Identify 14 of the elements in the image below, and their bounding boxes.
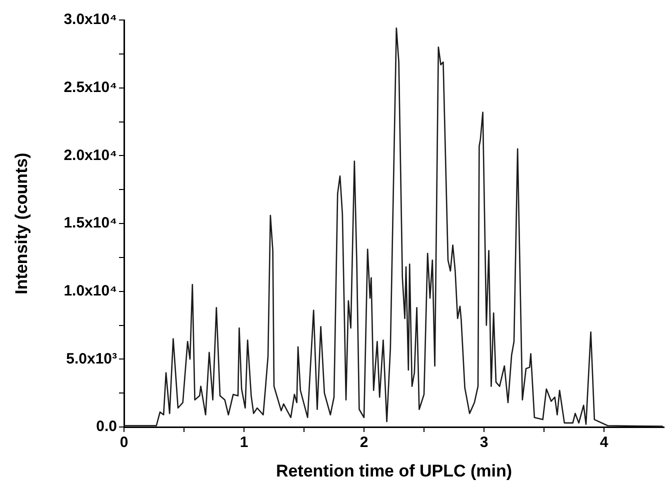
y-tick-label: 2.0x10⁴ xyxy=(64,146,117,164)
x-tick-label: 1 xyxy=(240,434,248,452)
y-tick-label: 1.5x10⁴ xyxy=(64,214,117,232)
x-tick-label: 3 xyxy=(480,434,488,452)
y-tick-label: 0.0 xyxy=(96,418,117,436)
y-tick-label: 3.0x10⁴ xyxy=(64,11,117,28)
y-axis-title: Intensity (counts) xyxy=(12,152,31,294)
x-axis-title: Retention time of UPLC (min) xyxy=(276,461,512,480)
y-tick-label: 5.0x10³ xyxy=(66,350,118,368)
x-tick-label: 0 xyxy=(120,434,128,452)
x-tick-label: 2 xyxy=(360,434,368,452)
x-tick-label: 4 xyxy=(600,434,609,452)
y-tick-label: 2.5x10⁴ xyxy=(64,78,117,96)
y-tick-label: 1.0x10⁴ xyxy=(64,282,117,300)
